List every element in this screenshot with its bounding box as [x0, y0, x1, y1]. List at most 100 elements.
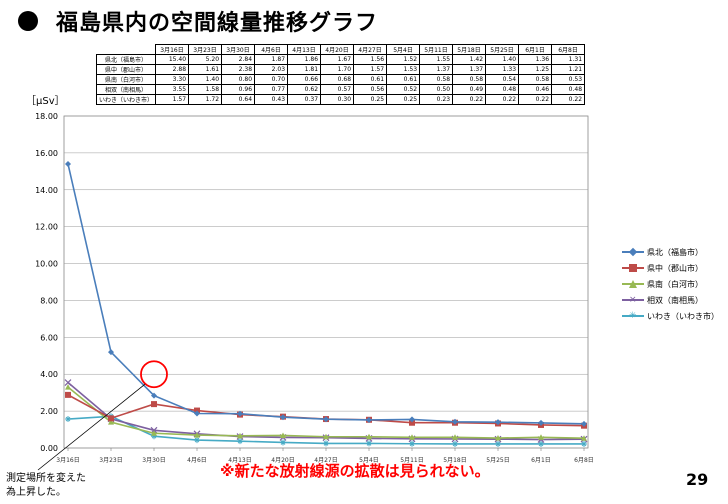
x-tick-label: 6月8日 [574, 457, 594, 464]
x-tick-label: 4月13日 [228, 457, 251, 464]
legend-label: 相双（南相馬） [647, 295, 703, 305]
legend-label: 県中（郡山市） [647, 263, 703, 273]
data-point [366, 433, 372, 440]
x-tick-label: 5月11日 [400, 457, 423, 464]
data-point [409, 419, 415, 426]
data-point [151, 430, 157, 436]
left-annotation-line: 為上昇した。 [6, 487, 66, 498]
data-point [194, 437, 200, 444]
highlight-circle [140, 360, 168, 389]
x-tick-label: 3月23日 [99, 457, 122, 464]
chart-legend: 県北（福島市） 県中（郡山市） 県南（白河市） × 相双（南相馬） ✳ いわき（いわき市） [622, 244, 719, 324]
main-annotation: ※新たな放射線源の拡散は見られない。 [220, 462, 490, 480]
data-point [581, 420, 587, 427]
x-tick-label: 4月20日 [271, 457, 294, 464]
data-point [323, 433, 329, 440]
bullet-icon [18, 11, 38, 31]
y-tick-label: 8.00 [40, 296, 58, 305]
data-point [452, 434, 458, 440]
legend-swatch [622, 247, 644, 257]
y-tick-label: 14.00 [35, 186, 58, 195]
left-annotation: 測定場所を変えた 為上昇した。 [6, 472, 86, 500]
y-tick-label: 4.00 [40, 370, 58, 379]
annotation-leader-line [37, 383, 146, 471]
data-point [581, 440, 587, 447]
slide-title: 福島県内の空間線量推移グラフ [18, 6, 378, 36]
legend-label: いわき（いわき市） [647, 311, 719, 321]
data-point [452, 440, 458, 447]
data-point [538, 440, 544, 447]
table-row: 県南（白河市） 3.30 1.40 0.80 0.70 0.66 0.68 0.61 0.61 0… [95, 74, 586, 85]
legend-item: 県南（白河市） [622, 276, 719, 292]
data-point [108, 349, 114, 356]
legend-swatch: × [622, 295, 644, 305]
data-point [65, 391, 71, 398]
data-point [495, 435, 501, 441]
data-point [194, 410, 200, 417]
data-point [65, 384, 71, 390]
x-tick-label: 3月16日 [56, 457, 79, 464]
data-point [108, 415, 114, 422]
data-point [366, 440, 372, 447]
page-title: 福島県内の空間線量推移グラフ [56, 11, 379, 36]
data-point [452, 418, 458, 425]
legend-item: 県中（郡山市） [622, 260, 719, 276]
y-tick-label: 0.00 [40, 444, 58, 453]
data-point [237, 432, 243, 439]
page-number: 29 [686, 470, 709, 489]
legend-item: ✳ いわき（いわき市） [622, 308, 719, 324]
data-point [409, 440, 415, 447]
data-point [280, 432, 286, 438]
legend-swatch: ✳ [622, 311, 644, 321]
data-point [581, 435, 587, 441]
data-point [495, 419, 501, 426]
data-point [409, 434, 415, 440]
legend-label: 県北（福島市） [647, 247, 703, 257]
x-tick-label: 5月4日 [359, 457, 379, 464]
data-point [280, 439, 286, 446]
legend-label: 県南（白河市） [647, 279, 703, 289]
legend-marker: ✳ [629, 311, 637, 321]
data-point [323, 416, 329, 423]
legend-swatch [622, 279, 644, 289]
table-cell: 0.22 [551, 94, 586, 105]
legend-marker [629, 280, 637, 288]
data-point [64, 379, 72, 386]
data-point [323, 440, 329, 447]
data-table: 3月16日 3月23日 3月30日 4月6日 4月13日 4月20日 4月27日 5月4日 5月… [95, 44, 586, 105]
legend-line [622, 299, 644, 301]
legend-item: 県北（福島市） [622, 244, 719, 260]
left-annotation-line: 測定場所を変えた [6, 473, 86, 484]
data-point [366, 416, 372, 423]
legend-marker [629, 264, 637, 272]
legend-marker: × [629, 295, 637, 305]
data-point [65, 416, 71, 423]
data-point [237, 410, 243, 417]
x-tick-label: 4月27日 [314, 457, 337, 464]
data-point [495, 440, 501, 447]
data-point [538, 434, 544, 440]
legend-marker [628, 247, 638, 257]
data-point [280, 414, 286, 421]
data-point [194, 432, 200, 438]
data-point [151, 392, 157, 399]
y-tick-label: 10.00 [35, 260, 58, 269]
data-point [409, 416, 415, 423]
legend-swatch [622, 263, 644, 273]
table-row-label: いわき（いわき市） [95, 94, 157, 105]
legend-line [622, 315, 644, 317]
data-point [65, 160, 71, 167]
y-tick-label: 18.00 [35, 112, 58, 121]
x-tick-label: 3月30日 [142, 457, 165, 464]
table-row: 相双（南相馬） 3.55 1.58 0.96 0.77 0.62 0.57 0.56 0.52 0… [95, 84, 586, 95]
data-point [108, 419, 114, 425]
legend-item: × 相双（南相馬） [622, 292, 719, 308]
data-point [151, 433, 157, 440]
x-tick-label: 4月6日 [187, 457, 207, 464]
y-tick-label: 6.00 [40, 333, 58, 342]
data-point [538, 419, 544, 426]
table-row: いわき（いわき市） 1.57 1.72 0.64 0.43 0.37 0.30 0.25 0.2… [95, 94, 586, 105]
y-tick-label: 16.00 [35, 149, 58, 158]
x-tick-label: 5月25日 [486, 457, 509, 464]
